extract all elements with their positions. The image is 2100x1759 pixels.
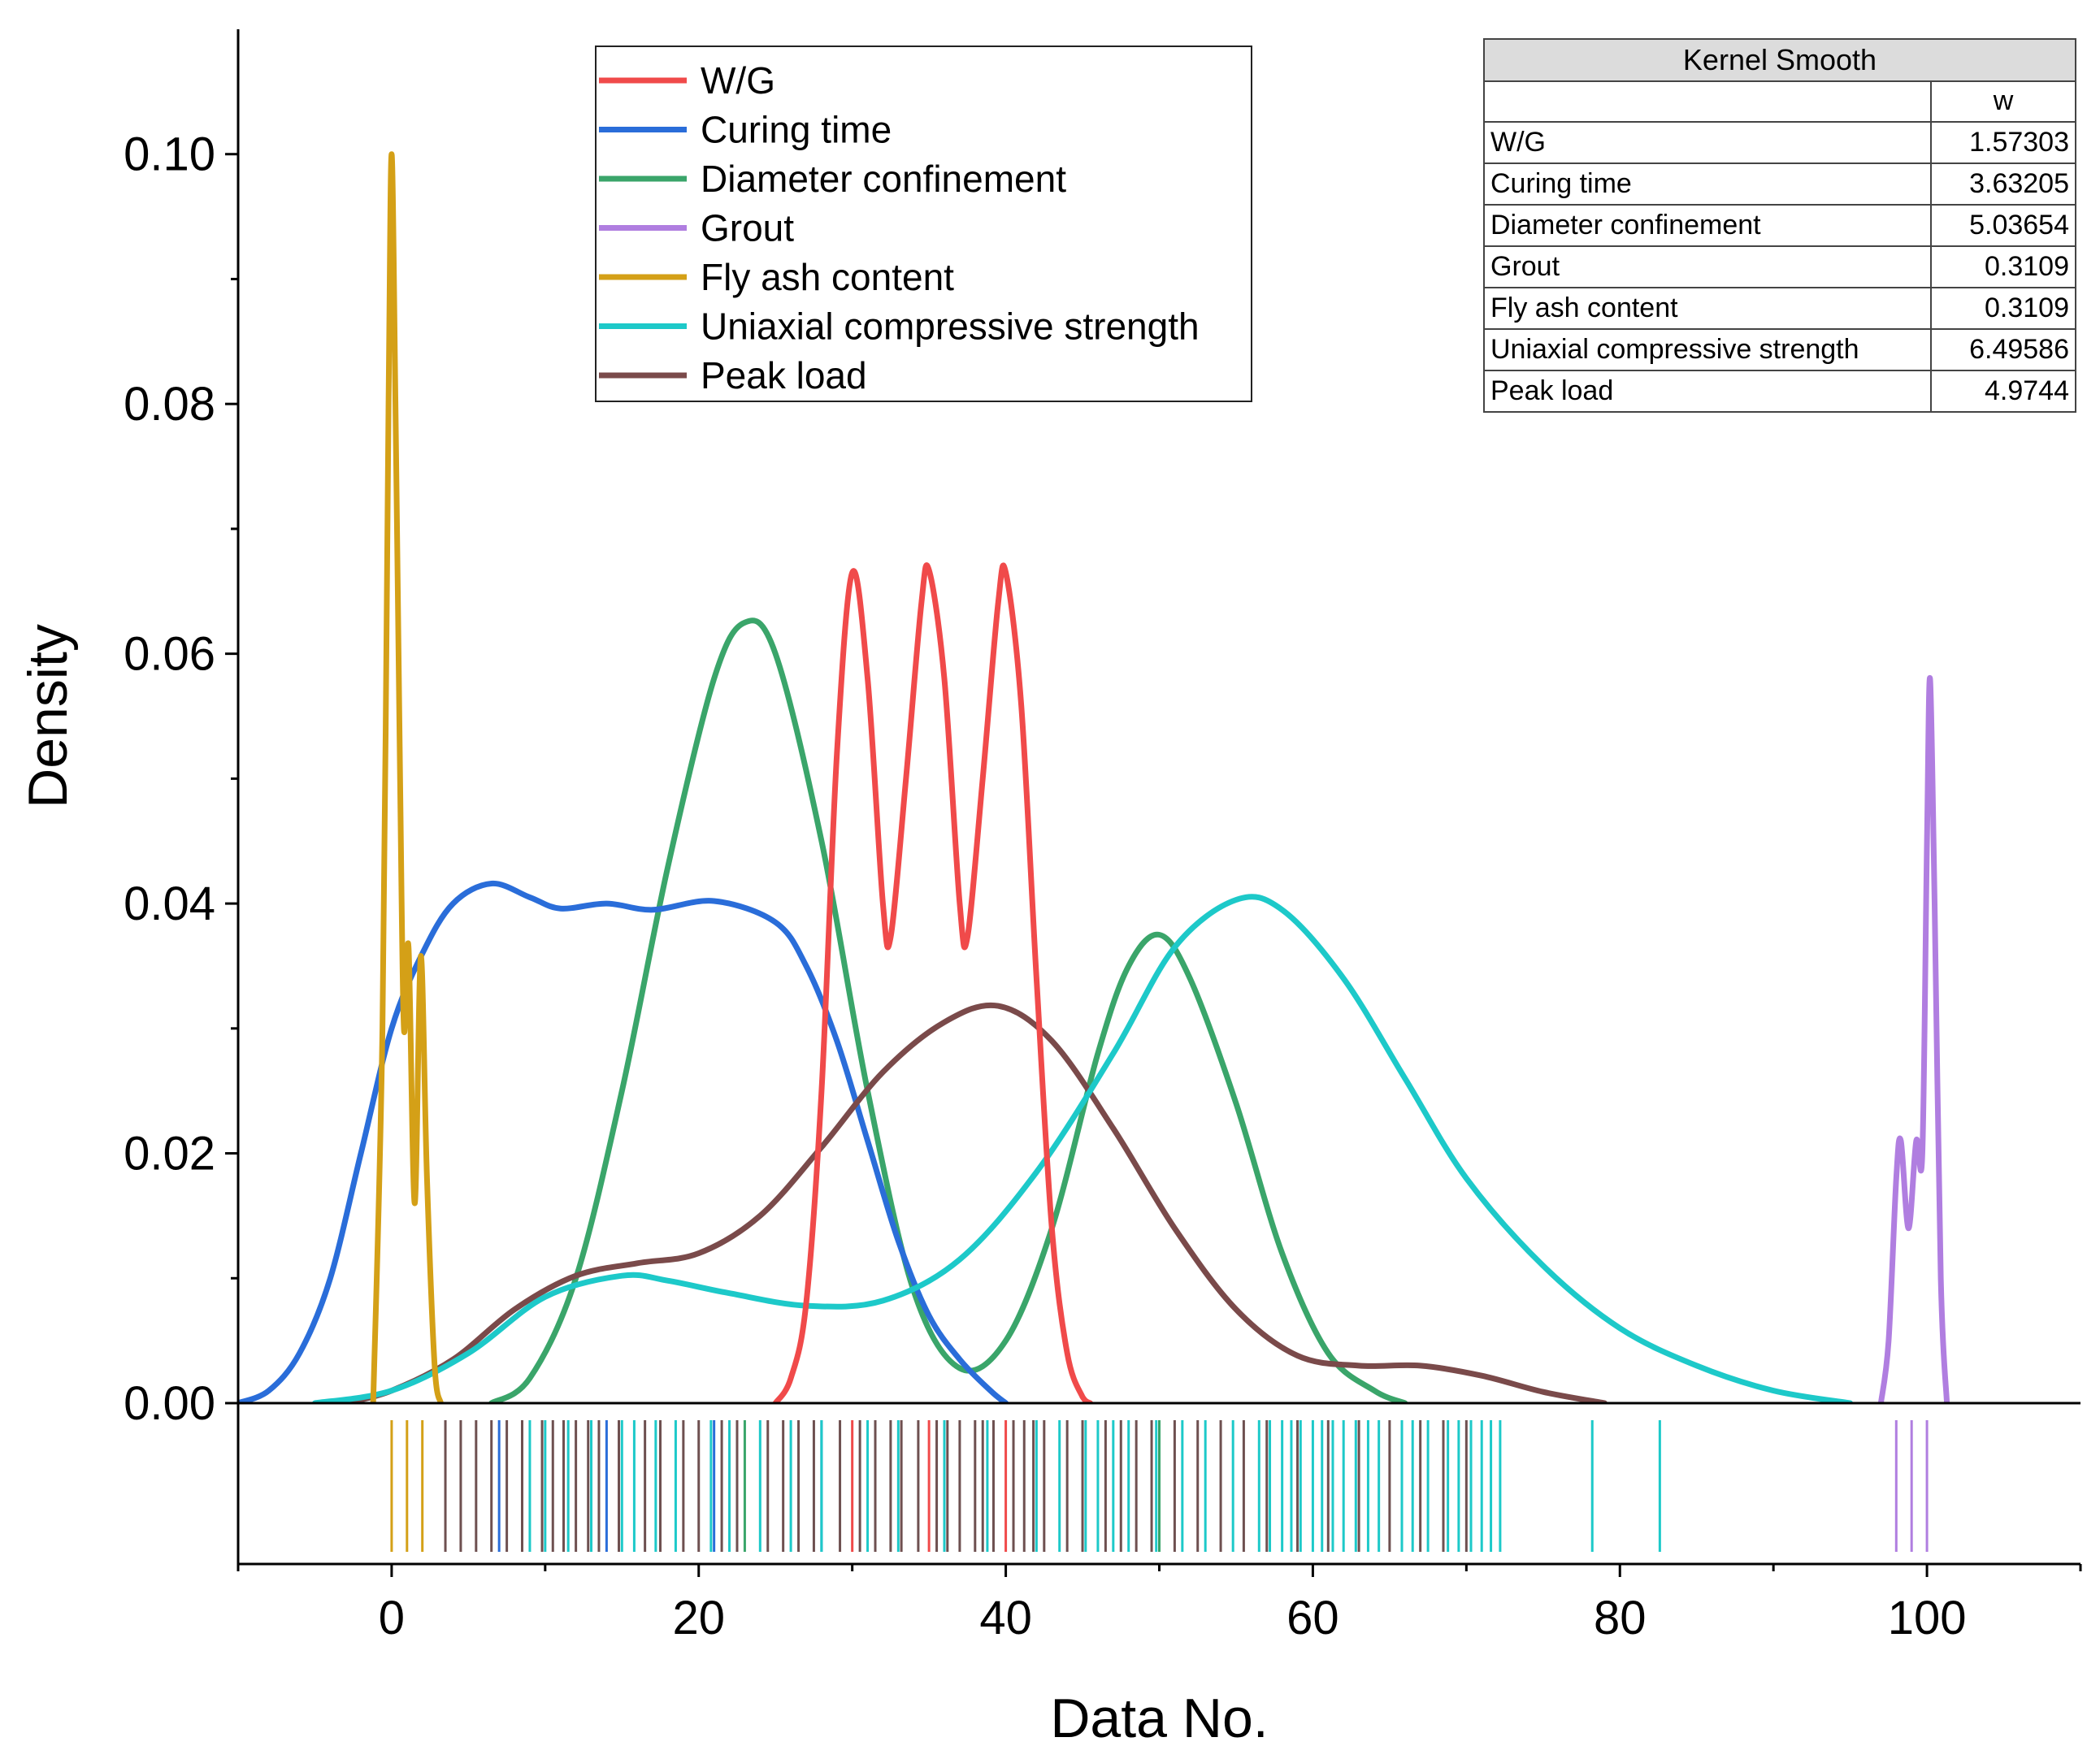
table-cell: [1930, 370, 2076, 413]
y-tick-label: 0.10: [124, 128, 215, 181]
legend-label: Fly ash content: [701, 256, 954, 298]
table-row-label: Grout: [1490, 251, 1560, 282]
table-cell: [1483, 204, 1932, 247]
table-row-value: 4.9744: [1985, 375, 2069, 406]
x-tick-label: 80: [1594, 1592, 1647, 1644]
series-line-uniaxial-compressive-strength: [312, 894, 1854, 1403]
y-tick-label: 0.04: [124, 877, 215, 930]
table-cell: [1483, 245, 1932, 288]
legend-label: W/G: [701, 59, 775, 102]
series-line-curing-time: [238, 880, 1009, 1403]
table-cell: [1930, 204, 2076, 247]
series-layer: [238, 151, 1950, 1403]
table-title: Kernel Smooth: [1683, 43, 1877, 76]
kernel-smooth-table: Kernel Smooth w W/G 1.57303 Curing time 3.632…: [1483, 38, 2076, 413]
x-tick-label: 100: [1888, 1592, 1967, 1644]
table-row-label: Uniaxial compressive strength: [1490, 334, 1859, 365]
table-cell: [1930, 328, 2076, 371]
table-row-value: 0.3109: [1985, 292, 2069, 323]
series-line-grout: [1877, 674, 1950, 1403]
table-row-value: 1.57303: [1969, 127, 2069, 158]
legend-label: Grout: [701, 207, 794, 249]
table-title-cell: [1483, 38, 2076, 82]
table-header-cell: [1930, 80, 2076, 123]
series-line-fly-ash-content: [370, 151, 444, 1403]
y-tick-label: 0.06: [124, 628, 215, 681]
table-row-value: 5.03654: [1969, 210, 2069, 240]
legend-label: Curing time: [701, 109, 892, 151]
table-row-value: 6.49586: [1969, 334, 2069, 365]
frame-layer: [236, 29, 2080, 1566]
legend-box: [595, 45, 1252, 402]
y-tick-label: 0.08: [124, 378, 215, 431]
legend-label: Diameter confinement: [701, 158, 1066, 200]
table-cell: [1483, 328, 1932, 371]
table-row-value: 0.3109: [1985, 251, 2069, 282]
legend-label: Peak load: [701, 354, 867, 396]
axes-layer: 0.00 0.02 0.04 0.06 0.08 0.10 0 20 40 60 80 100: [124, 128, 2082, 1644]
table-cell: [1483, 370, 1932, 413]
x-tick-label: 0: [379, 1592, 405, 1644]
table-row-label: Fly ash content: [1490, 292, 1678, 323]
table-cell: [1930, 245, 2076, 288]
y-axis-title: Density: [17, 624, 79, 808]
x-tick-label: 60: [1286, 1592, 1339, 1644]
x-tick-label: 20: [672, 1592, 725, 1644]
x-tick-label: 40: [979, 1592, 1032, 1644]
table-cell: [1930, 287, 2076, 330]
series-line-w-g: [772, 562, 1093, 1403]
rug-layer: [390, 1420, 1929, 1552]
table-row-value: 3.63205: [1969, 168, 2069, 199]
table-row-label: Peak load: [1490, 375, 1613, 406]
table-cell: [1483, 121, 1932, 164]
table-header-cell: [1483, 80, 1932, 123]
table-row-label: W/G: [1490, 127, 1546, 158]
legend: W/G Curing time Diameter confinement Grout F…: [595, 45, 1252, 402]
y-tick-label: 0.00: [124, 1377, 215, 1430]
table-cell: [1483, 162, 1932, 206]
x-axis-title: Data No.: [1050, 1688, 1268, 1749]
table-row-label: Diameter confinement: [1490, 210, 1761, 240]
legend-label: Uniaxial compressive strength: [701, 305, 1200, 348]
y-tick-label: 0.02: [124, 1128, 215, 1181]
series-line-peak-load: [342, 1002, 1608, 1403]
table-cell: [1930, 121, 2076, 164]
table-row-label: Curing time: [1490, 168, 1632, 199]
table-column-header: w: [1993, 85, 2014, 116]
